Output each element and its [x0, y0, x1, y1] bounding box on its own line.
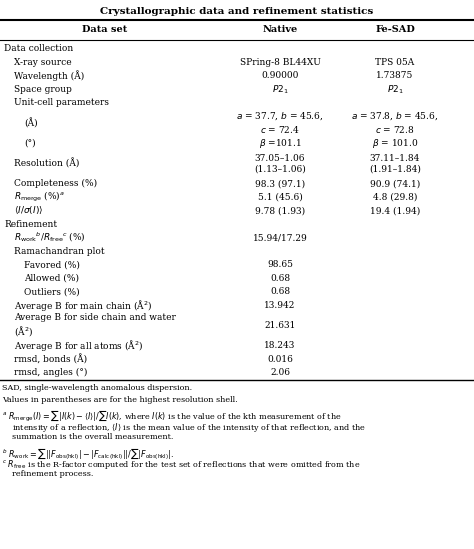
Text: $^c$ $R_{\mathrm{free}}$ is the R-factor computed for the test set of reflection: $^c$ $R_{\mathrm{free}}$ is the R-factor… — [2, 458, 360, 471]
Text: SPring-8 BL44XU: SPring-8 BL44XU — [239, 58, 320, 67]
Text: Data collection: Data collection — [4, 44, 73, 53]
Text: 98.65: 98.65 — [267, 260, 293, 269]
Text: $R_{\mathrm{work}}$$^b$/$R_{\mathrm{free}}$$^c$ (%): $R_{\mathrm{work}}$$^b$/$R_{\mathrm{free… — [14, 231, 86, 244]
Text: 0.90000: 0.90000 — [261, 71, 299, 80]
Text: Unit-cell parameters: Unit-cell parameters — [14, 98, 109, 107]
Text: 15.94/17.29: 15.94/17.29 — [253, 233, 307, 242]
Text: Completeness (%): Completeness (%) — [14, 179, 97, 188]
Text: Average B for side chain and water
(Å$^2$): Average B for side chain and water (Å$^2… — [14, 313, 176, 338]
Text: Average B for all atoms (Å$^2$): Average B for all atoms (Å$^2$) — [14, 338, 144, 353]
Text: summation is the overall measurement.: summation is the overall measurement. — [2, 433, 173, 441]
Text: 0.68: 0.68 — [270, 287, 290, 296]
Text: 5.1 (45.6): 5.1 (45.6) — [258, 193, 302, 201]
Text: $^a$ $R_{\mathrm{merge}}(I) = \sum|I(k) - \langle I\rangle|/\sum I(k)$, where $I: $^a$ $R_{\mathrm{merge}}(I) = \sum|I(k) … — [2, 408, 342, 423]
Text: 0.016: 0.016 — [267, 355, 293, 364]
Text: rmsd, bonds (Å): rmsd, bonds (Å) — [14, 354, 87, 365]
Text: X-ray source: X-ray source — [14, 58, 72, 67]
Text: $^b$ $R_{\mathrm{work}} = \sum||F_{\mathrm{obs(hkl)}}| - |F_{\mathrm{calc(hkl)}}: $^b$ $R_{\mathrm{work}} = \sum||F_{\math… — [2, 446, 174, 461]
Text: 19.4 (1.94): 19.4 (1.94) — [370, 206, 420, 215]
Text: 13.942: 13.942 — [264, 301, 296, 310]
Text: Data set: Data set — [82, 25, 127, 33]
Text: Resolution (Å): Resolution (Å) — [14, 158, 79, 169]
Text: (Å): (Å) — [24, 118, 37, 128]
Text: Crystallographic data and refinement statistics: Crystallographic data and refinement sta… — [100, 8, 374, 16]
Text: $a$ = 37.8, $b$ = 45.6,
$c$ = 72.8: $a$ = 37.8, $b$ = 45.6, $c$ = 72.8 — [351, 111, 438, 135]
Text: SAD, single-wavelength anomalous dispersion.: SAD, single-wavelength anomalous dispers… — [2, 384, 192, 391]
Text: $\langle I/\sigma(I)\rangle$: $\langle I/\sigma(I)\rangle$ — [14, 205, 43, 216]
Text: $a$ = 37.7, $b$ = 45.6,
$c$ = 72.4: $a$ = 37.7, $b$ = 45.6, $c$ = 72.4 — [236, 111, 324, 135]
Text: Average B for main chain (Å$^2$): Average B for main chain (Å$^2$) — [14, 298, 152, 313]
Text: $\beta$ = 101.0: $\beta$ = 101.0 — [372, 137, 418, 150]
Text: $\beta$ =101.1: $\beta$ =101.1 — [259, 137, 301, 150]
Text: intensity of a reflection, $\langle I\rangle$ is the mean value of the intensity: intensity of a reflection, $\langle I\ra… — [2, 421, 366, 434]
Text: 37.11–1.84
(1.91–1.84): 37.11–1.84 (1.91–1.84) — [369, 154, 421, 173]
Text: 9.78 (1.93): 9.78 (1.93) — [255, 206, 305, 215]
Text: Native: Native — [263, 25, 298, 33]
Text: 37.05–1.06
(1.13–1.06): 37.05–1.06 (1.13–1.06) — [254, 154, 306, 173]
Text: 4.8 (29.8): 4.8 (29.8) — [373, 193, 417, 201]
Text: $\mathit{P}2_1$: $\mathit{P}2_1$ — [272, 83, 288, 96]
Text: 18.243: 18.243 — [264, 341, 296, 350]
Text: Values in parentheses are for the highest resolution shell.: Values in parentheses are for the highes… — [2, 396, 237, 404]
Text: 2.06: 2.06 — [270, 368, 290, 377]
Text: 98.3 (97.1): 98.3 (97.1) — [255, 180, 305, 188]
Text: Favored (%): Favored (%) — [24, 260, 80, 269]
Text: Refinement: Refinement — [4, 220, 57, 229]
Text: 21.631: 21.631 — [264, 321, 296, 330]
Text: Fe-SAD: Fe-SAD — [375, 25, 415, 33]
Text: $\mathit{P}2_1$: $\mathit{P}2_1$ — [387, 83, 403, 96]
Text: TPS 05A: TPS 05A — [375, 58, 415, 67]
Text: 1.73875: 1.73875 — [376, 71, 414, 80]
Text: (°): (°) — [24, 139, 36, 148]
Text: Outliers (%): Outliers (%) — [24, 287, 80, 296]
Text: Space group: Space group — [14, 85, 72, 94]
Text: 90.9 (74.1): 90.9 (74.1) — [370, 180, 420, 188]
Text: $R_{\mathrm{merge}}$ (%)$^a$: $R_{\mathrm{merge}}$ (%)$^a$ — [14, 190, 65, 204]
Text: refinement process.: refinement process. — [2, 470, 93, 478]
Text: Ramachandran plot: Ramachandran plot — [14, 247, 105, 256]
Text: Allowed (%): Allowed (%) — [24, 274, 79, 283]
Text: Wavelength (Å): Wavelength (Å) — [14, 70, 84, 81]
Text: rmsd, angles (°): rmsd, angles (°) — [14, 368, 87, 377]
Text: 0.68: 0.68 — [270, 274, 290, 283]
